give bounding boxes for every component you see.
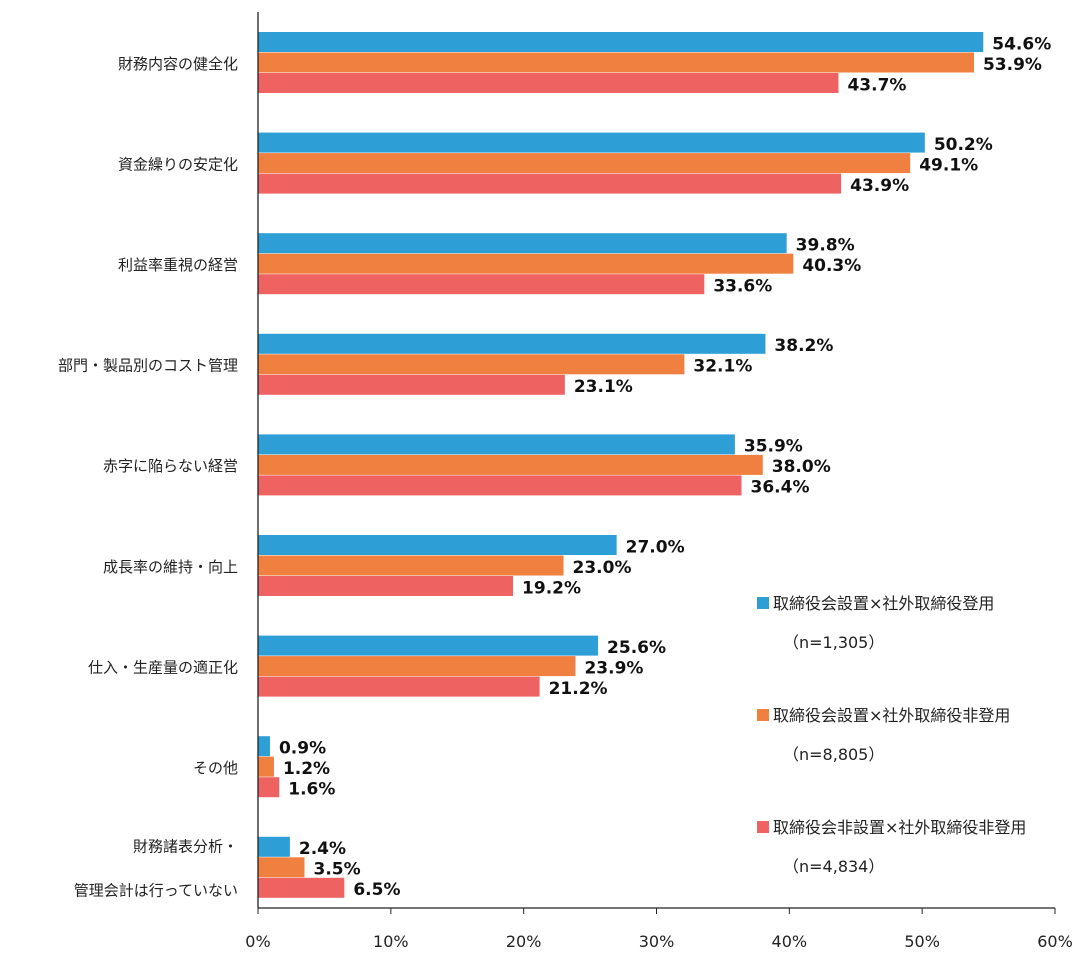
data-label: 6.5% <box>353 880 400 900</box>
category-label: 仕入・生産量の適正化 <box>88 658 238 676</box>
bar <box>258 173 842 194</box>
data-label: 50.2% <box>934 135 993 155</box>
bar <box>258 253 794 274</box>
data-label: 3.5% <box>313 860 360 880</box>
bar <box>258 836 290 857</box>
data-label: 23.0% <box>573 558 632 578</box>
category-label: 成長率の維持・向上 <box>103 558 238 576</box>
data-label: 19.2% <box>522 578 581 598</box>
data-label: 21.2% <box>549 679 608 699</box>
category-label: 部門・製品別のコスト管理 <box>58 357 238 375</box>
legend-swatch <box>757 597 769 609</box>
x-tick-label: 20% <box>506 932 542 951</box>
x-tick-label: 60% <box>1037 932 1073 951</box>
bar <box>258 576 514 596</box>
category-label: 利益率重視の経営 <box>118 256 238 274</box>
bar <box>258 32 984 52</box>
bar <box>258 535 617 555</box>
data-label: 38.0% <box>772 457 831 477</box>
bar <box>258 877 345 898</box>
data-label: 53.9% <box>983 55 1042 75</box>
data-label: 0.9% <box>279 738 326 758</box>
x-tick-label: 30% <box>639 932 675 951</box>
category-label: 赤字に陥らない経営 <box>103 457 238 475</box>
data-label: 35.9% <box>744 437 803 457</box>
bar <box>258 233 787 254</box>
bar <box>258 374 565 395</box>
bar <box>258 555 564 576</box>
legend-label: 取締役会設置×社外取締役非登用 <box>773 706 1010 725</box>
data-label: 23.9% <box>584 658 643 678</box>
bar <box>258 777 280 798</box>
data-label: 32.1% <box>693 357 752 377</box>
data-label: 33.6% <box>713 276 772 296</box>
bar <box>258 354 685 375</box>
legend-swatch <box>757 709 769 721</box>
data-label: 1.6% <box>288 779 335 799</box>
data-label: 39.8% <box>796 235 855 255</box>
bar <box>258 274 705 295</box>
data-label: 43.9% <box>850 176 909 196</box>
category-label: その他 <box>193 759 238 777</box>
data-label: 27.0% <box>626 537 685 557</box>
x-tick-label: 10% <box>373 932 409 951</box>
bar <box>258 153 911 174</box>
legend-label: 取締役会設置×社外取締役登用 <box>773 594 994 613</box>
x-tick-label: 0% <box>245 932 270 951</box>
data-label: 1.2% <box>283 759 330 779</box>
category-label: 管理会計は行っていない <box>74 882 238 900</box>
bar <box>258 656 576 677</box>
data-label: 40.3% <box>802 256 861 276</box>
data-label: 25.6% <box>607 638 666 658</box>
category-label: 財務内容の健全化 <box>118 55 238 73</box>
legend-n-label: （n=8,805） <box>783 745 884 764</box>
data-label: 38.2% <box>774 336 833 356</box>
bar <box>258 756 274 777</box>
bar <box>258 132 925 153</box>
data-label: 54.6% <box>992 34 1051 54</box>
bar <box>258 52 974 73</box>
data-label: 23.1% <box>574 377 633 397</box>
bar <box>258 676 540 697</box>
legend-label: 取締役会非設置×社外取締役非登用 <box>773 818 1026 837</box>
bar <box>258 454 763 475</box>
bar <box>258 736 270 757</box>
bar <box>258 333 766 354</box>
data-label: 2.4% <box>299 839 346 859</box>
bar <box>258 857 305 878</box>
bar <box>258 434 735 455</box>
legend-n-label: （n=1,305） <box>783 633 884 652</box>
data-label: 49.1% <box>919 155 978 175</box>
bar <box>258 635 599 656</box>
x-tick-label: 50% <box>904 932 940 951</box>
data-label: 36.4% <box>751 478 810 498</box>
bar <box>258 73 839 93</box>
data-label: 43.7% <box>847 75 906 95</box>
x-tick-label: 40% <box>772 932 808 951</box>
legend-n-label: （n=4,834） <box>783 857 884 876</box>
category-label: 資金繰りの安定化 <box>118 155 238 173</box>
bar <box>258 475 742 496</box>
category-label: 財務諸表分析・ <box>133 838 238 856</box>
legend-swatch <box>757 821 769 833</box>
